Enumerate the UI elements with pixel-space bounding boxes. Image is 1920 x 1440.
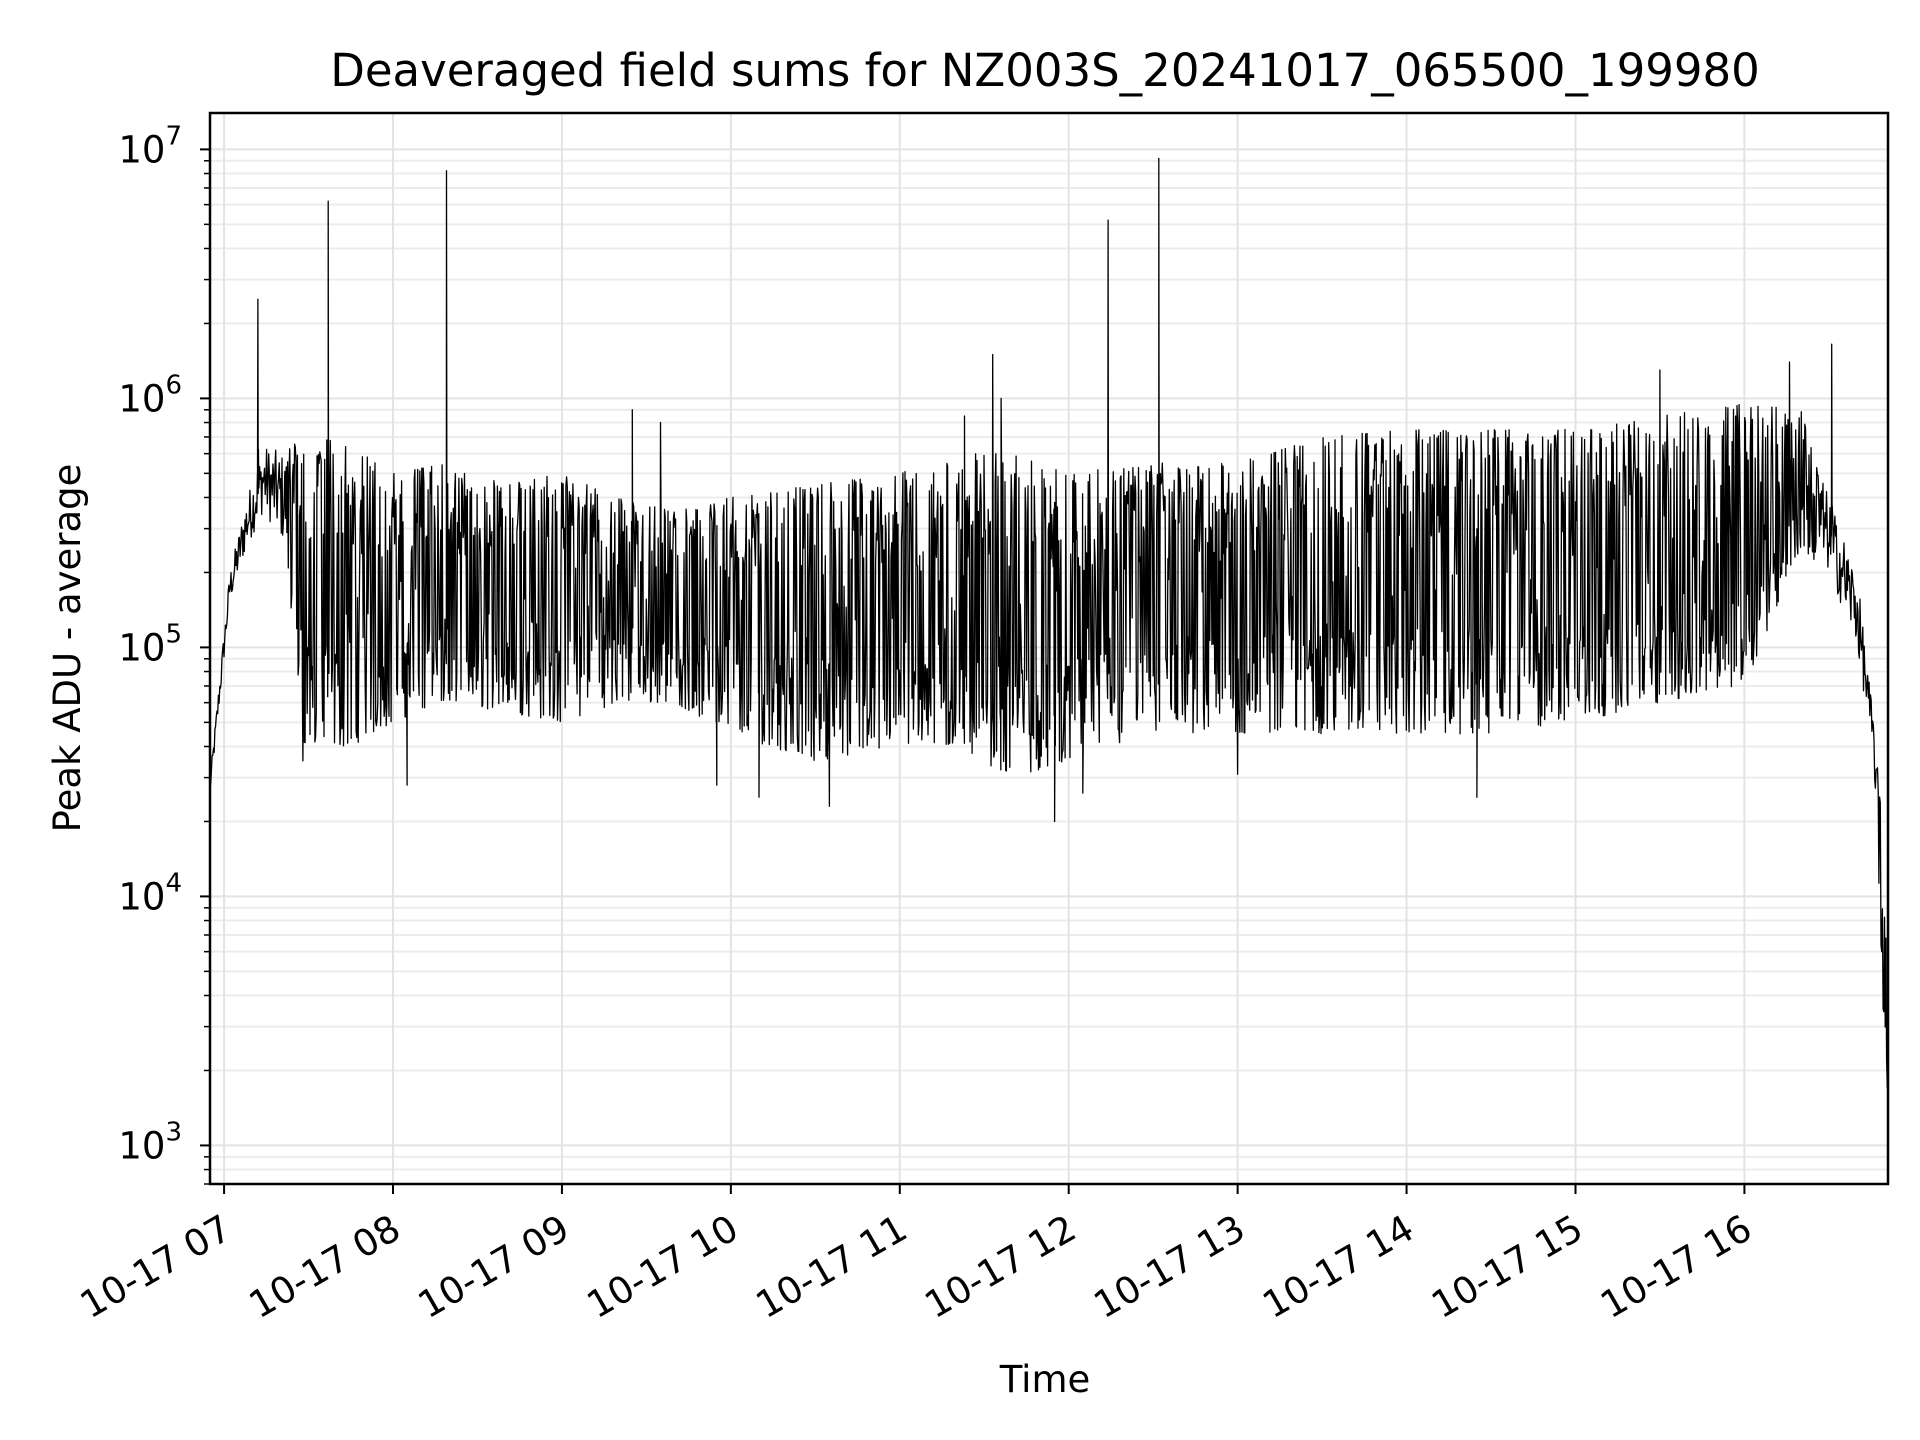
chart-title: Deaveraged field sums for NZ003S_2024101… [330, 44, 1760, 97]
plot-frame [208, 111, 1890, 1186]
y-tick-label: 105 [118, 619, 182, 669]
y-tick-label: 106 [118, 370, 182, 420]
series-layer [209, 157, 1889, 1089]
series-line [209, 157, 1889, 1089]
y-axis-label: Peak ADU - average [46, 464, 89, 833]
x-axis-label: Time [999, 1358, 1091, 1401]
y-tick-label: 107 [118, 121, 182, 171]
y-tick-label: 103 [118, 1117, 182, 1167]
y-tick-label: 104 [118, 868, 182, 918]
